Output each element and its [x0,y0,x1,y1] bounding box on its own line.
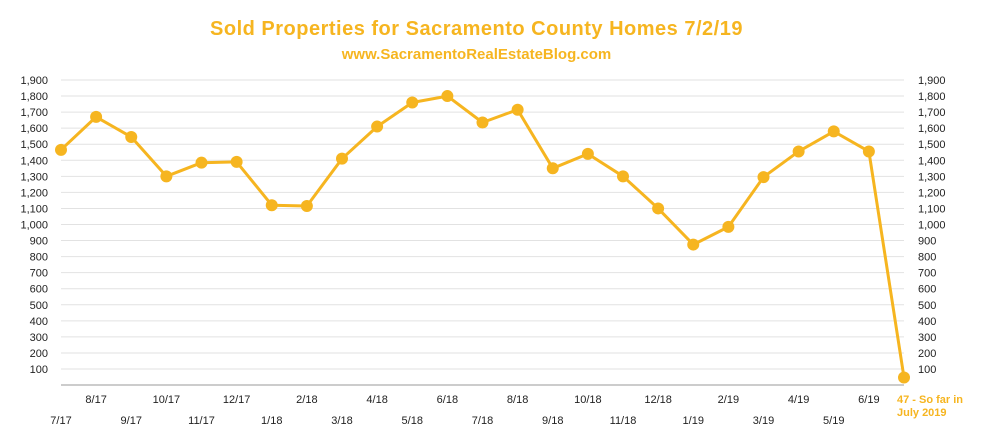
x-tick-label: 8/18 [507,394,528,406]
series-line [59,94,906,378]
y-tick-label-right: 400 [918,316,936,328]
data-point [581,147,594,160]
y-tick-label-right: 500 [918,300,936,312]
y-tick-label-left: 1,900 [20,75,48,87]
data-point [617,170,629,183]
y-tick-label-right: 800 [918,252,936,264]
x-tick-label: 10/18 [574,394,602,406]
y-tick-label-left: 200 [30,348,48,360]
y-tick-label-right: 900 [918,236,936,248]
data-point [546,162,559,175]
data-point [195,156,208,169]
y-tick-label-left: 800 [30,252,48,264]
y-tick-label-left: 700 [30,268,48,280]
data-point [230,155,243,168]
data-point [160,170,173,183]
data-point [371,120,384,133]
data-point [792,145,805,158]
x-tick-label: 4/18 [366,394,387,406]
y-tick-label-right: 200 [918,348,936,360]
x-axis-ticks: 7/17 8/17 9/17 10/17 11/17 12/17 1/18 2/18 3/18 4… [50,394,879,427]
x-tick-label: 6/18 [437,394,458,406]
x-tick-label: 12/18 [644,394,672,406]
y-tick-label-left: 1,700 [20,107,48,119]
x-tick-label: 5/19 [823,415,844,427]
y-tick-label-right: 1,100 [918,203,946,215]
y-tick-label-left: 1,500 [20,139,48,151]
x-tick-label: 7/17 [50,415,71,427]
data-point [476,116,489,129]
x-tick-label: 3/19 [753,415,774,427]
y-tick-label-left: 1,100 [20,203,48,215]
x-tick-label: 9/18 [542,415,563,427]
x-tick-label: 9/17 [121,415,142,427]
data-point [722,220,735,233]
y-tick-label-left: 600 [30,284,48,296]
x-tick-label: 4/19 [788,394,809,406]
y-tick-label-left: 900 [30,236,48,248]
x-tick-label: 2/19 [718,394,739,406]
y-tick-label-left: 300 [30,332,48,344]
x-tick-label: 7/18 [472,415,493,427]
x-tick-label: 6/19 [858,394,879,406]
x-tick-label: 3/18 [331,415,352,427]
y-tick-label-right: 1,500 [918,139,946,151]
data-point [55,143,67,156]
y-tick-label-right: 1,600 [918,123,946,135]
x-tick-label: 12/17 [223,394,251,406]
chart-title: Sold Properties for Sacramento County Ho… [210,18,743,40]
data-point [687,238,700,251]
y-tick-label-right: 1,400 [918,155,946,167]
y-tick-label-right: 100 [918,364,936,376]
data-point [90,110,103,123]
data-point [265,199,278,212]
y-tick-label-right: 1,000 [918,220,946,232]
y-tick-label-right: 600 [918,284,936,296]
data-point [862,145,875,158]
y-tick-label-right: 700 [918,268,936,280]
y-tick-label-right: 1,200 [918,187,946,199]
chart-subtitle: www.SacramentoRealEstateBlog.com [341,46,612,63]
data-point [336,152,348,165]
y-axis-right: 100 200 300 400 500 600 700 800 900 1,000 1,100 1,2… [918,75,946,376]
x-tick-label: 1/19 [683,415,704,427]
y-tick-label-right: 1,800 [918,91,946,103]
data-point [125,130,138,143]
y-tick-label-left: 1,600 [20,123,48,135]
data-point [898,371,910,384]
y-tick-label-right: 1,300 [918,171,946,183]
data-point [511,103,524,116]
y-tick-label-left: 1,000 [20,220,48,232]
data-point [300,200,313,213]
x-tick-label: 11/18 [610,415,637,427]
y-tick-label-left: 1,400 [20,155,48,167]
y-tick-label-right: 1,900 [918,75,946,87]
y-tick-label-left: 100 [30,364,48,376]
x-tick-label: 1/18 [261,415,282,427]
y-tick-label-left: 500 [30,300,48,312]
y-tick-label-right: 1,700 [918,107,946,119]
x-tick-label: 8/17 [85,394,106,406]
y-tick-label-left: 400 [30,316,48,328]
data-point [757,171,770,184]
data-point [406,96,419,109]
y-tick-label-left: 1,800 [20,91,48,103]
x-tick-label: 11/17 [188,415,215,427]
data-point [652,202,665,215]
y-tick-label-left: 1,300 [20,171,48,183]
annotation-line2: July 2019 [897,407,947,419]
y-axis-left: 100 200 300 400 500 600 700 800 900 1,000 1,100 1,2… [20,75,48,376]
annotation-line1: 47 - So far in [897,394,963,406]
data-point [827,125,840,138]
y-tick-label-right: 300 [918,332,936,344]
x-tick-label: 10/17 [153,394,181,406]
x-tick-label: 2/18 [296,394,317,406]
data-point [441,90,454,103]
series-points [55,90,910,384]
x-tick-label: 5/18 [402,415,423,427]
gridlines [61,79,904,370]
y-tick-label-left: 1,200 [20,187,48,199]
